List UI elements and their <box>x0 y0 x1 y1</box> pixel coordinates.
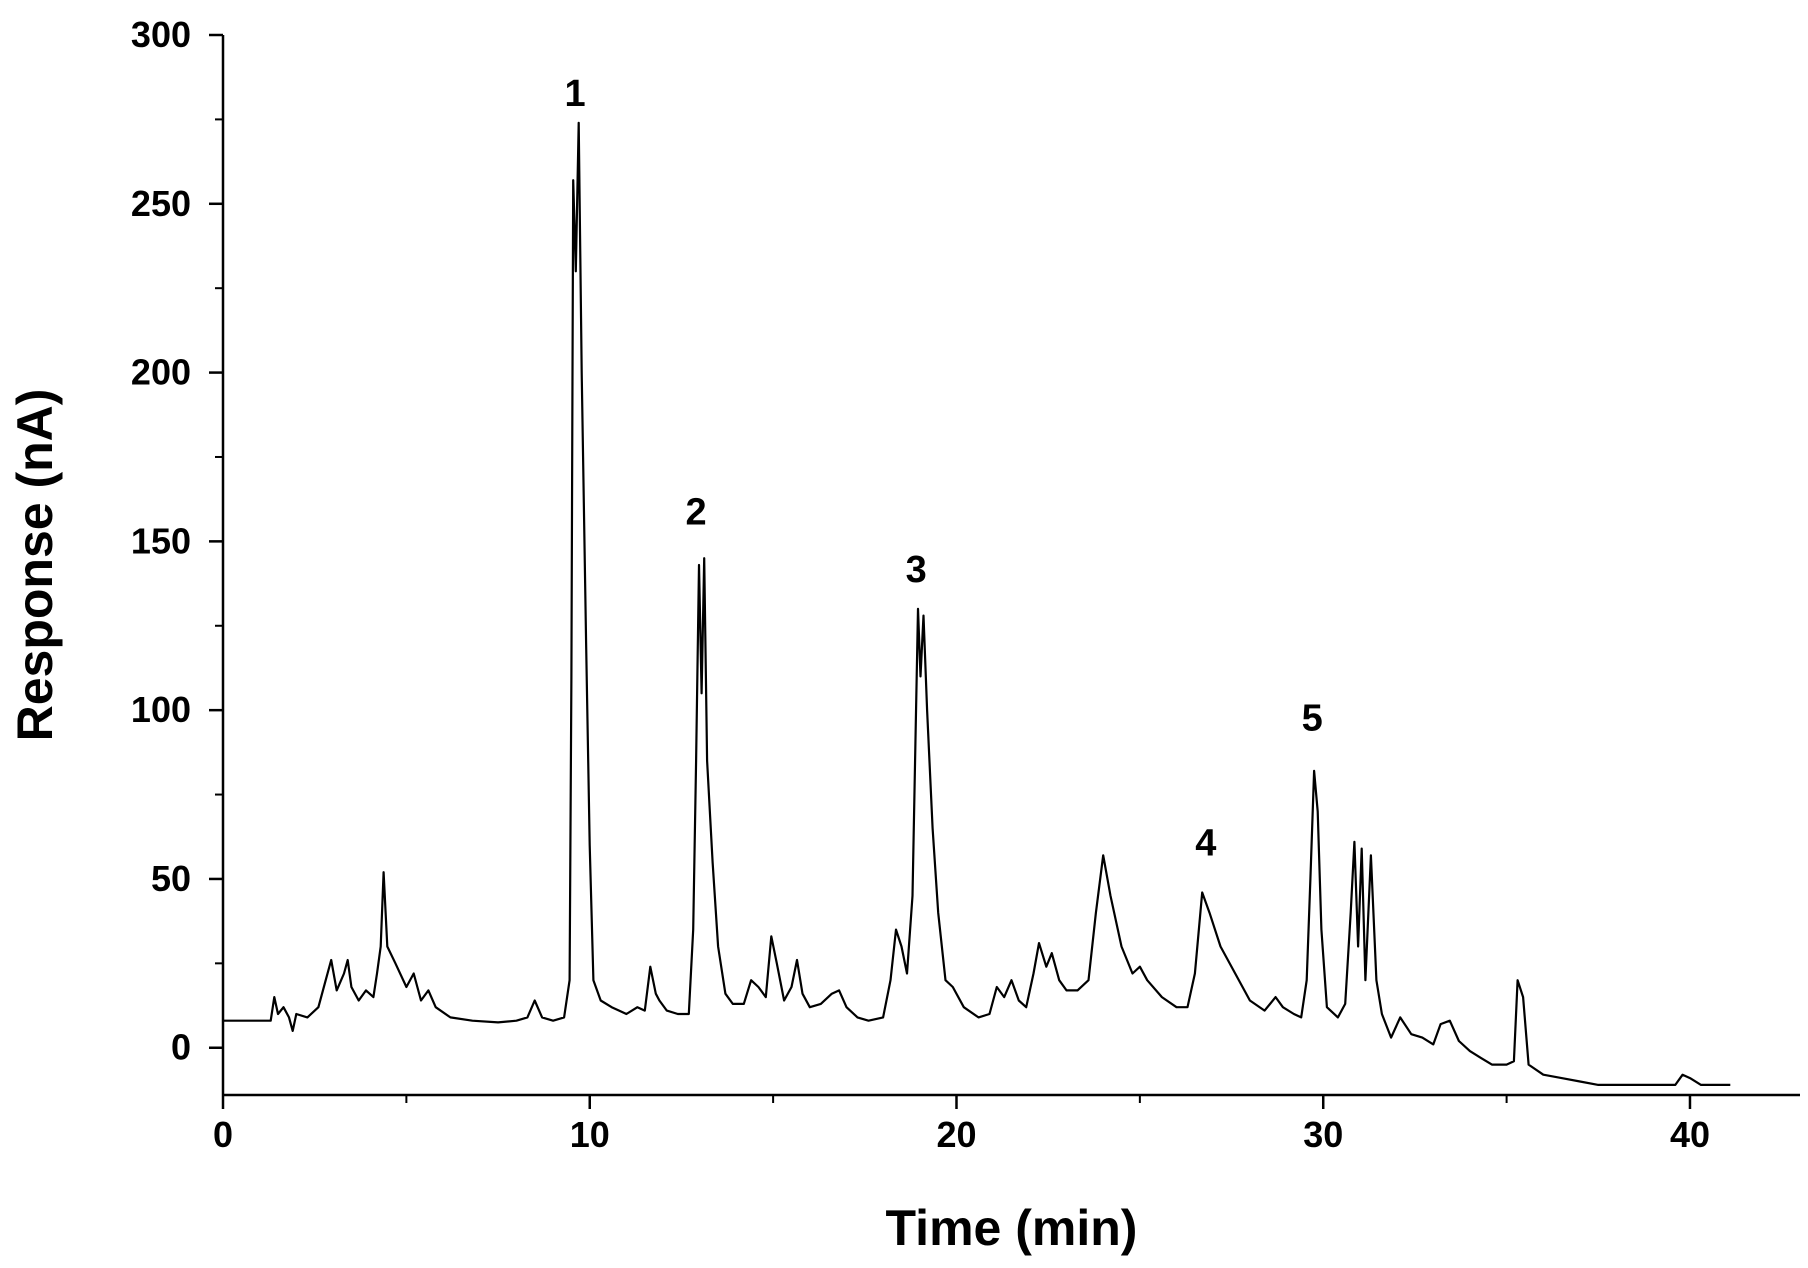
x-tick-label-0: 0 <box>213 1114 233 1155</box>
y-tick-label-300: 300 <box>131 14 191 55</box>
peak-label-4: 4 <box>1195 822 1216 864</box>
peak-label-2: 2 <box>686 491 707 533</box>
y-tick-label-50: 50 <box>151 858 191 899</box>
series-line-0 <box>223 121 1731 1086</box>
x-tick-label-10: 10 <box>570 1114 610 1155</box>
peak-label-1: 1 <box>565 73 586 115</box>
y-tick-label-150: 150 <box>131 520 191 561</box>
peak-annotations: 1 2 3 4 5 <box>565 73 1323 864</box>
y-tick-label-100: 100 <box>131 689 191 730</box>
y-tick-label-250: 250 <box>131 183 191 224</box>
series-layer <box>223 121 1731 1086</box>
y-tick-label-0: 0 <box>171 1027 191 1068</box>
ticks: 0 10 20 30 40 0 50 100 150 200 250 300 <box>131 14 1710 1155</box>
y-tick-label-200: 200 <box>131 352 191 393</box>
x-axis-title: Time (min) <box>886 1200 1138 1256</box>
x-tick-label-20: 20 <box>936 1114 976 1155</box>
peak-label-5: 5 <box>1302 697 1323 739</box>
peak-label-3: 3 <box>906 549 927 591</box>
y-axis-title: Response (nA) <box>7 389 63 742</box>
x-tick-label-40: 40 <box>1670 1114 1710 1155</box>
axes <box>221 35 1800 1097</box>
x-tick-label-30: 30 <box>1303 1114 1343 1155</box>
